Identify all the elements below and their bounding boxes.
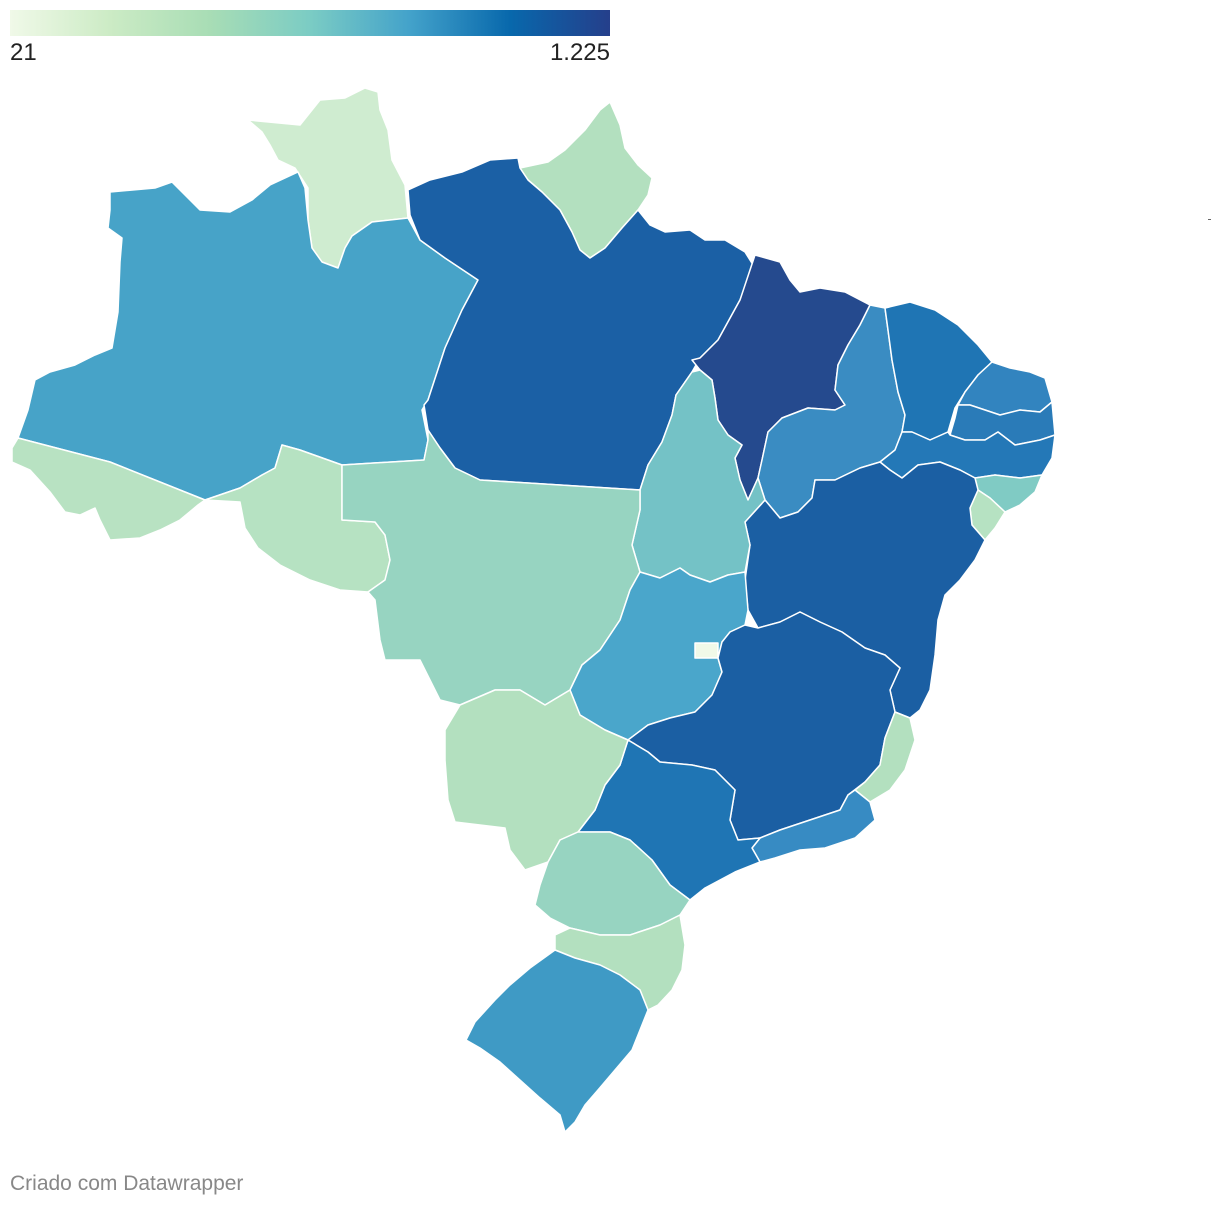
datawrapper-credit: Criado com Datawrapper [10, 1172, 244, 1195]
edge-tick-mark [1208, 219, 1211, 220]
legend-gradient-bar [10, 10, 610, 36]
state-acre[interactable] [11, 437, 206, 541]
state-ceara[interactable] [884, 301, 993, 441]
legend-min-label: 21 [10, 39, 37, 66]
state-mato-grosso-do-sul[interactable] [444, 689, 629, 871]
state-rio-grande-do-sul[interactable] [465, 949, 649, 1133]
state-amazonas[interactable] [17, 171, 479, 501]
legend-labels: 21 1.225 [10, 39, 610, 69]
legend-max-label: 1.225 [549, 39, 610, 66]
state-rio-de-janeiro[interactable] [751, 789, 876, 863]
color-legend: 21 1.225 [10, 10, 610, 69]
federal-district[interactable] [694, 642, 719, 659]
